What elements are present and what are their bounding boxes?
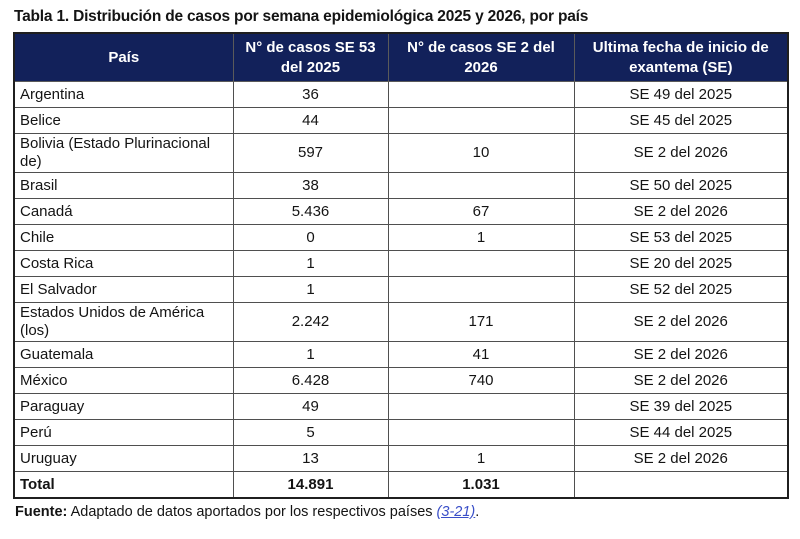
cell-pais: Uruguay (13, 445, 234, 472)
table-total-row: Total 14.891 1.031 (13, 471, 789, 499)
cell-fecha: SE 2 del 2026 (573, 367, 789, 394)
cell-se2 (387, 250, 575, 277)
cell-se53: 6.428 (232, 367, 389, 394)
cell-total-fecha (573, 471, 789, 499)
column-header-ultima-fecha: Ultima fecha de inicio de exantema (SE) (573, 32, 789, 82)
cell-se2 (387, 172, 575, 199)
cell-se2: 41 (387, 341, 575, 368)
table-row: Paraguay 49 SE 39 del 2025 (13, 393, 789, 420)
cell-se53: 49 (232, 393, 389, 420)
page-title: Tabla 1. Distribución de casos por seman… (14, 8, 589, 25)
table-row: Guatemala 1 41 SE 2 del 2026 (13, 341, 789, 368)
column-header-pais: País (13, 32, 234, 82)
table-row: Perú 5 SE 44 del 2025 (13, 419, 789, 446)
cell-se53: 0 (232, 224, 389, 251)
cell-pais: Paraguay (13, 393, 234, 420)
cell-se2 (387, 419, 575, 446)
cell-fecha: SE 52 del 2025 (573, 276, 789, 303)
cell-se2 (387, 276, 575, 303)
cell-pais: Chile (13, 224, 234, 251)
source-text: Adaptado de datos aportados por los resp… (67, 504, 437, 520)
cell-fecha: SE 50 del 2025 (573, 172, 789, 199)
table-row: Uruguay 13 1 SE 2 del 2026 (13, 445, 789, 472)
cell-se2: 740 (387, 367, 575, 394)
source-reference-link[interactable]: (3-21) (436, 504, 476, 520)
cell-pais: México (13, 367, 234, 394)
cell-fecha: SE 45 del 2025 (573, 107, 789, 134)
cell-fecha: SE 2 del 2026 (573, 445, 789, 472)
cell-se2 (387, 107, 575, 134)
cell-se2 (387, 393, 575, 420)
source-note: Fuente: Adaptado de datos aportados por … (15, 504, 787, 520)
cell-pais: Costa Rica (13, 250, 234, 277)
cell-total-label: Total (13, 471, 234, 499)
cell-pais: Belice (13, 107, 234, 134)
source-suffix: . (475, 504, 480, 520)
cell-se53: 36 (232, 81, 389, 108)
cell-se2 (387, 81, 575, 108)
table-row: Argentina 36 SE 49 del 2025 (13, 81, 789, 108)
page: Tabla 1. Distribución de casos por seman… (13, 8, 789, 520)
table-row: Costa Rica 1 SE 20 del 2025 (13, 250, 789, 277)
cell-se53: 2.242 (232, 302, 389, 342)
cell-se53: 5 (232, 419, 389, 446)
cell-fecha: SE 2 del 2026 (573, 133, 789, 173)
table-row: Brasil 38 SE 50 del 2025 (13, 172, 789, 199)
cell-pais: Bolivia (Estado Plurinacional de) (13, 133, 234, 173)
table-header-row: País N° de casos SE 53 del 2025 N° de ca… (13, 32, 789, 82)
cell-pais: El Salvador (13, 276, 234, 303)
cases-table: País N° de casos SE 53 del 2025 N° de ca… (13, 32, 789, 499)
cell-pais: Canadá (13, 198, 234, 225)
cell-fecha: SE 39 del 2025 (573, 393, 789, 420)
cell-fecha: SE 49 del 2025 (573, 81, 789, 108)
table-row: Canadá 5.436 67 SE 2 del 2026 (13, 198, 789, 225)
table-row: Bolivia (Estado Plurinacional de) 597 10… (13, 133, 789, 173)
cell-fecha: SE 2 del 2026 (573, 302, 789, 342)
cell-fecha: SE 53 del 2025 (573, 224, 789, 251)
cell-total-se53: 14.891 (232, 471, 389, 499)
cell-se2: 171 (387, 302, 575, 342)
cell-se53: 38 (232, 172, 389, 199)
cell-total-se2: 1.031 (387, 471, 575, 499)
table-row: Estados Unidos de América (los) 2.242 17… (13, 302, 789, 342)
cell-pais: Estados Unidos de América (los) (13, 302, 234, 342)
cell-se53: 13 (232, 445, 389, 472)
cell-se2: 1 (387, 224, 575, 251)
cell-fecha: SE 44 del 2025 (573, 419, 789, 446)
cell-se53: 1 (232, 276, 389, 303)
cell-fecha: SE 2 del 2026 (573, 198, 789, 225)
cell-se53: 1 (232, 250, 389, 277)
cell-pais: Perú (13, 419, 234, 446)
table-row: Chile 0 1 SE 53 del 2025 (13, 224, 789, 251)
column-header-se2-2026: N° de casos SE 2 del 2026 (387, 32, 575, 82)
column-header-se53-2025: N° de casos SE 53 del 2025 (232, 32, 389, 82)
cell-se2: 10 (387, 133, 575, 173)
cell-se2: 1 (387, 445, 575, 472)
cell-fecha: SE 2 del 2026 (573, 341, 789, 368)
table-row: El Salvador 1 SE 52 del 2025 (13, 276, 789, 303)
cell-fecha: SE 20 del 2025 (573, 250, 789, 277)
cell-se53: 44 (232, 107, 389, 134)
cell-se53: 5.436 (232, 198, 389, 225)
cell-se53: 1 (232, 341, 389, 368)
table-row: México 6.428 740 SE 2 del 2026 (13, 367, 789, 394)
cell-se2: 67 (387, 198, 575, 225)
cell-pais: Brasil (13, 172, 234, 199)
cell-pais: Guatemala (13, 341, 234, 368)
table-row: Belice 44 SE 45 del 2025 (13, 107, 789, 134)
cell-pais: Argentina (13, 81, 234, 108)
cell-se53: 597 (232, 133, 389, 173)
source-label: Fuente: (15, 504, 68, 520)
